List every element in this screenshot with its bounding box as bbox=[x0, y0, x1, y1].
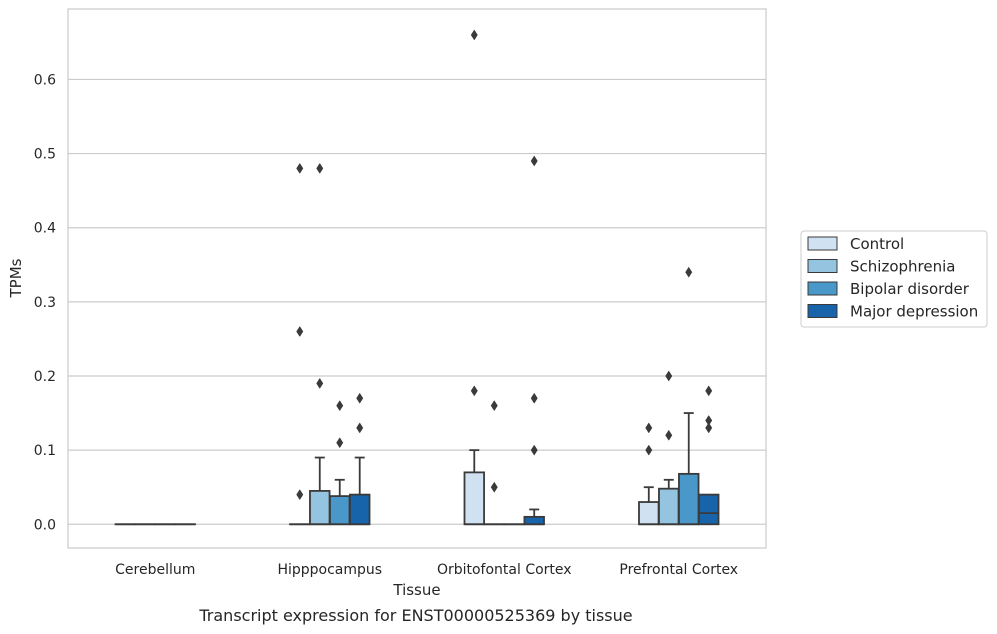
y-tick-label: 0.2 bbox=[34, 369, 56, 385]
x-tick-label: Hipppocampus bbox=[277, 562, 382, 578]
box bbox=[638, 501, 660, 526]
outlier-point bbox=[296, 162, 304, 174]
box bbox=[678, 472, 700, 526]
outlier-point bbox=[336, 400, 344, 412]
box bbox=[463, 471, 485, 526]
outlier-point bbox=[645, 422, 653, 434]
box bbox=[309, 490, 331, 526]
grid-lines bbox=[68, 78, 766, 525]
outlier-point bbox=[296, 489, 304, 501]
series-control bbox=[114, 29, 660, 526]
legend-swatch bbox=[807, 304, 838, 318]
box bbox=[658, 487, 680, 526]
plot-area bbox=[67, 8, 767, 549]
outlier-point bbox=[356, 392, 364, 404]
outlier-point bbox=[470, 29, 478, 41]
outlier-point bbox=[490, 400, 498, 412]
x-tick-label: Cerebellum bbox=[115, 562, 195, 578]
outlier-point bbox=[296, 326, 304, 337]
legend-label: Schizophrenia bbox=[850, 258, 955, 276]
x-axis-label: Tissue bbox=[392, 581, 440, 599]
outlier-point bbox=[705, 385, 713, 397]
legend-label: Control bbox=[850, 235, 904, 253]
y-axis-label: TPMs bbox=[7, 258, 25, 298]
y-tick-label: 0.6 bbox=[34, 72, 56, 88]
chart-caption: Transcript expression for ENST0000052536… bbox=[199, 606, 633, 625]
y-axis-ticks: 0.0 0.1 0.2 0.3 0.4 0.5 0.6 bbox=[34, 72, 56, 533]
outlier-point bbox=[490, 481, 498, 493]
y-tick-label: 0.1 bbox=[34, 443, 56, 459]
series-major-depression bbox=[174, 155, 720, 526]
outlier-point bbox=[336, 437, 344, 449]
box bbox=[349, 493, 371, 526]
y-tick-label: 0.5 bbox=[34, 147, 56, 163]
outlier-point bbox=[705, 422, 713, 434]
outlier-point bbox=[685, 266, 693, 278]
legend-label: Major depression bbox=[850, 303, 978, 321]
outlier-point bbox=[530, 155, 538, 167]
legend-swatch bbox=[807, 236, 838, 251]
x-axis-ticks: Cerebellum Hipppocampus Orbitofontal Corte… bbox=[115, 562, 738, 578]
legend-swatch bbox=[807, 281, 838, 296]
x-tick-label: Orbitofontal Cortex bbox=[437, 562, 572, 578]
y-tick-label: 0.3 bbox=[34, 295, 56, 311]
outlier-point bbox=[470, 385, 478, 397]
series-schizophrenia bbox=[134, 162, 680, 526]
box bbox=[329, 495, 351, 526]
outlier-point bbox=[665, 429, 673, 441]
outlier-point bbox=[530, 392, 538, 404]
outlier-point bbox=[530, 444, 538, 456]
legend: Control Schizophrenia Bipolar disorder Majo… bbox=[800, 230, 988, 328]
legend-label: Bipolar disorder bbox=[850, 280, 970, 298]
outlier-point bbox=[665, 370, 673, 382]
legend-swatch bbox=[807, 259, 838, 273]
outlier-point bbox=[705, 415, 713, 426]
y-tick-label: 0.4 bbox=[34, 221, 56, 237]
box bbox=[523, 515, 545, 526]
legend-frame bbox=[800, 230, 988, 328]
outlier-point bbox=[316, 162, 324, 174]
y-tick-label: 0.0 bbox=[34, 517, 56, 533]
box bbox=[698, 493, 720, 526]
x-tick-label: Prefrontal Cortex bbox=[619, 562, 738, 578]
box-groups bbox=[114, 29, 720, 526]
outlier-point bbox=[316, 377, 324, 389]
outlier-point bbox=[645, 444, 653, 456]
outlier-point bbox=[356, 422, 364, 434]
